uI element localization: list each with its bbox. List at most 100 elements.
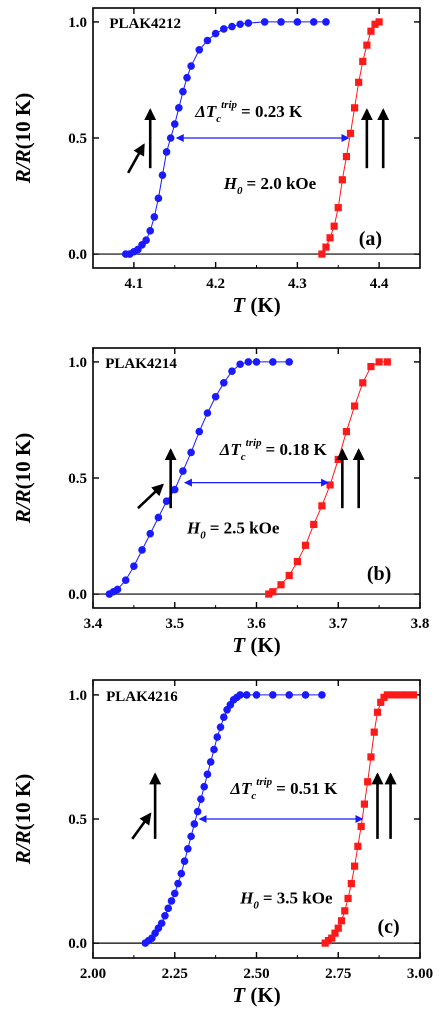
data-point — [187, 448, 195, 457]
data-point — [164, 904, 173, 913]
data-point — [170, 889, 179, 898]
data-point — [373, 708, 382, 716]
data-point — [146, 529, 155, 538]
data-point — [359, 379, 367, 387]
data-point — [375, 358, 383, 366]
data-point — [351, 104, 359, 112]
data-point — [318, 502, 326, 510]
data-point — [318, 250, 326, 258]
data-point — [170, 120, 179, 128]
data-point — [162, 497, 171, 506]
data-point — [187, 832, 195, 841]
data-point — [344, 894, 352, 903]
data-point — [220, 25, 228, 33]
data-point — [403, 691, 411, 699]
y-axis-label: R/R(10 K) — [11, 93, 35, 184]
series-line — [109, 361, 290, 595]
series-red — [318, 18, 383, 258]
data-point — [154, 194, 163, 203]
data-point — [195, 427, 204, 436]
data-point — [130, 562, 138, 571]
data-point — [113, 585, 122, 594]
y-tick-label: 1.0 — [68, 15, 87, 31]
data-point — [244, 19, 253, 27]
data-point — [334, 455, 342, 464]
data-point — [183, 73, 191, 82]
data-point — [318, 691, 326, 699]
data-point — [367, 362, 375, 371]
data-point — [236, 691, 244, 699]
field-label: H0 = 3.5 kOe — [239, 888, 333, 911]
data-point — [285, 691, 294, 699]
data-point — [121, 576, 130, 584]
data-point — [310, 520, 318, 529]
data-point — [203, 36, 212, 45]
y-tick-label: 0.5 — [68, 131, 87, 147]
data-point — [390, 691, 398, 699]
series-red — [321, 691, 418, 947]
data-point — [197, 795, 205, 803]
y-tick-label: 0.0 — [68, 936, 87, 952]
x-tick-label: 2.00 — [80, 966, 106, 982]
x-axis-label: T (K) — [232, 983, 280, 1007]
data-point — [326, 234, 334, 242]
data-point — [383, 358, 391, 366]
x-tick-label: 4.3 — [288, 276, 307, 292]
x-tick-label: 3.6 — [247, 616, 266, 632]
data-point — [277, 18, 285, 26]
x-tick-label: 3.5 — [165, 616, 184, 632]
data-point — [354, 842, 362, 850]
data-point — [158, 171, 167, 179]
data-point — [409, 691, 418, 699]
data-point — [371, 20, 379, 28]
y-tick-label: 0.0 — [68, 247, 87, 263]
field-label: H0 = 2.5 kOe — [186, 519, 280, 542]
data-point — [301, 541, 310, 549]
data-point — [269, 358, 277, 366]
data-point — [150, 213, 159, 221]
data-point — [260, 18, 269, 26]
data-point — [269, 588, 277, 596]
data-point — [301, 691, 310, 699]
sample-label: PLAK4214 — [105, 356, 177, 372]
data-point — [242, 691, 251, 699]
series-red — [265, 358, 391, 598]
data-point — [367, 753, 375, 761]
x-tick-label: 3.00 — [407, 966, 433, 982]
moment-arrow-tilted — [137, 483, 164, 510]
series-line — [268, 361, 388, 595]
data-point — [154, 513, 163, 522]
data-point — [341, 907, 349, 915]
data-point — [328, 934, 336, 942]
data-point — [157, 919, 166, 928]
data-point — [367, 27, 375, 35]
data-point — [190, 820, 199, 828]
chart-panel-1: 4.1 4.2 4.3 4.4 0.0 0.5 1.0 T (K) R/R(10 K) ΔTctr… — [11, 7, 421, 317]
x-tick-label: 4.1 — [125, 276, 144, 292]
data-point — [167, 897, 176, 905]
data-point — [179, 467, 187, 475]
data-point — [338, 176, 346, 184]
delta-tc-label: ΔTctrip = 0.18 K — [219, 437, 328, 463]
data-point — [213, 733, 222, 741]
chart-panel-2: 3.4 3.5 3.6 3.7 3.8 0.0 0.5 1.0 T (K) R/R(10 K) ΔT… — [11, 347, 430, 657]
x-tick-label: 3.8 — [411, 616, 430, 632]
data-point — [355, 78, 363, 86]
sample-label: PLAK4212 — [109, 16, 181, 32]
data-point — [216, 723, 225, 731]
data-point — [252, 358, 261, 366]
data-point — [342, 427, 351, 436]
y-tick-label: 0.5 — [68, 471, 87, 487]
series-blue — [141, 691, 326, 947]
data-point — [206, 758, 215, 766]
chart-panel-3: 2.00 2.25 2.50 2.75 3.00 0.0 0.5 1.0 T (K) R/R(10… — [11, 679, 433, 1007]
data-point — [170, 485, 179, 494]
data-point — [200, 782, 208, 791]
data-point — [331, 929, 339, 937]
data-point — [175, 104, 183, 112]
data-point — [364, 778, 372, 786]
data-point — [370, 728, 378, 736]
field-label: H0 = 2.0 kOe — [223, 174, 317, 197]
data-point — [203, 770, 212, 779]
